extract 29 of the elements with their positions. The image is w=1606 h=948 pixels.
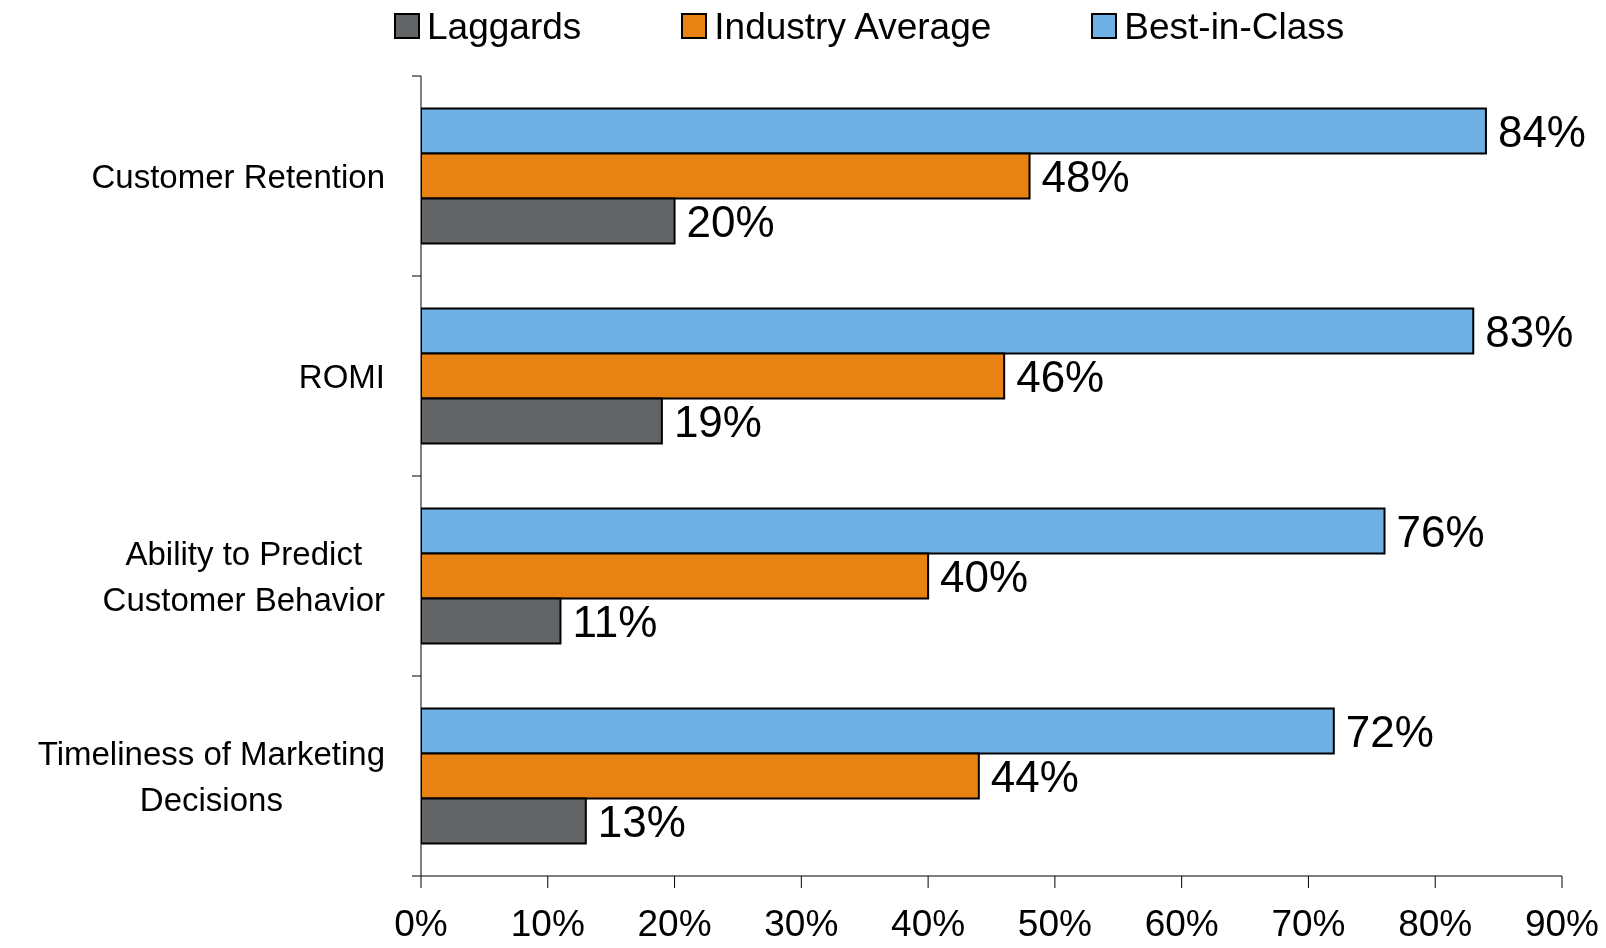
x-tick-label: 40%	[891, 903, 966, 945]
x-tick-label: 20%	[637, 903, 712, 945]
data-label: 76%	[1396, 506, 1485, 556]
data-label: 48%	[1041, 151, 1130, 201]
data-label: 84%	[1497, 106, 1587, 156]
x-tick-label: 80%	[1398, 903, 1473, 945]
data-label: 46%	[1016, 351, 1105, 401]
legend-label: Laggards	[427, 5, 582, 47]
data-label: 44%	[990, 751, 1079, 801]
x-tick-label: 90%	[1524, 903, 1600, 945]
data-label: 72%	[1345, 706, 1434, 756]
data-label: 83%	[1485, 306, 1574, 356]
y-tick-label: Ability to Predict Customer Behavior	[102, 534, 386, 618]
y-tick-label: Customer Retention	[91, 157, 385, 195]
data-label: 40%	[940, 551, 1029, 601]
x-tick-label: 70%	[1271, 903, 1346, 945]
data-label: 11%	[572, 596, 658, 646]
x-tick-label: 0%	[394, 903, 448, 945]
legend-label: Industry Average	[714, 5, 992, 47]
x-tick-label: 50%	[1017, 903, 1092, 945]
data-label: 19%	[673, 396, 762, 446]
y-tick-label: ROMI	[298, 357, 385, 395]
data-label: 20%	[686, 196, 775, 246]
x-tick-label: 10%	[510, 903, 585, 945]
data-label: 13%	[597, 796, 686, 846]
legend-label: Best-in-Class	[1124, 5, 1345, 47]
x-tick-label: 30%	[764, 903, 839, 945]
y-tick-label: Timeliness of Marketing Decisions	[37, 734, 385, 818]
x-tick-label: 60%	[1144, 903, 1219, 945]
